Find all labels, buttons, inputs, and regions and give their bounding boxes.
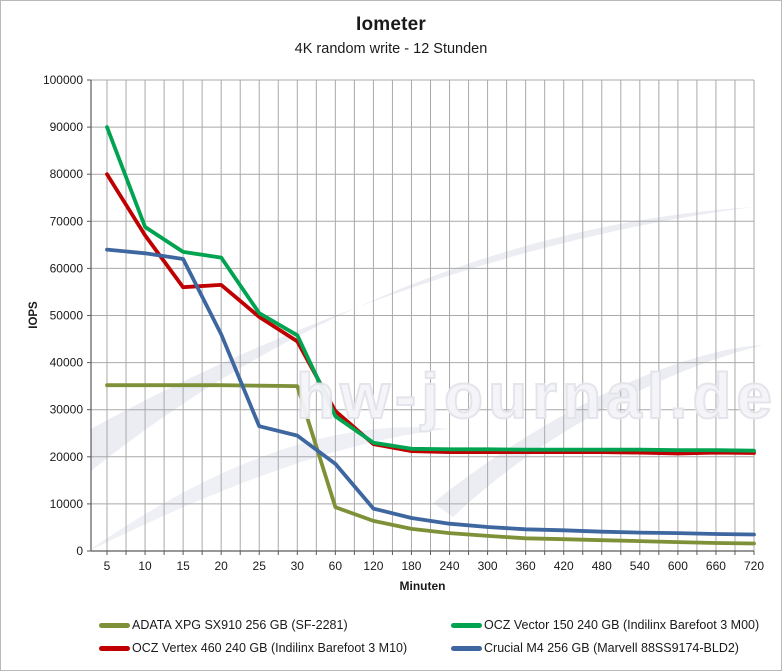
y-tick-label: 70000 xyxy=(50,214,84,228)
legend-item-3: Crucial M4 256 GB (Marvell 88SS9174-BLD2… xyxy=(451,641,759,655)
series-line-3 xyxy=(105,247,756,537)
legend-swatch-icon xyxy=(451,645,482,651)
x-tick-label: 10 xyxy=(138,559,152,573)
x-tick-label: 420 xyxy=(554,559,574,573)
legend: ADATA XPG SX910 256 GB (SF-2281) OCZ Vect… xyxy=(99,618,759,655)
x-tick-label: 180 xyxy=(401,559,421,573)
y-tick-label: 0 xyxy=(76,544,83,558)
x-tick-label: 360 xyxy=(516,559,536,573)
x-tick-label: 120 xyxy=(363,559,383,573)
y-tick-label: 80000 xyxy=(50,167,84,181)
legend-label: ADATA XPG SX910 256 GB (SF-2281) xyxy=(132,618,348,632)
x-tick-label: 60 xyxy=(329,559,343,573)
legend-item-2: OCZ Vertex 460 240 GB (Indilinx Barefoot… xyxy=(99,641,451,655)
y-tick-label: 50000 xyxy=(50,309,84,323)
legend-label: OCZ Vertex 460 240 GB (Indilinx Barefoot… xyxy=(132,641,408,655)
y-tick-label: 90000 xyxy=(50,120,84,134)
chart-title: Iometer xyxy=(355,14,427,35)
x-tick-label: 240 xyxy=(440,559,460,573)
x-tick-label: 15 xyxy=(176,559,190,573)
y-axis-title: IOPS xyxy=(28,301,40,329)
x-tick-label: 480 xyxy=(592,559,612,573)
legend-swatch-icon xyxy=(451,622,482,628)
legend-swatch-icon xyxy=(99,645,130,651)
legend-item-1: OCZ Vector 150 240 GB (Indilinx Barefoot… xyxy=(451,618,759,632)
x-tick-label: 660 xyxy=(706,559,726,573)
x-tick-label: 720 xyxy=(744,559,764,573)
x-tick-label: 540 xyxy=(630,559,650,573)
legend-swatch-icon xyxy=(99,622,130,628)
x-tick-label: 5 xyxy=(104,559,111,573)
y-tick-label: 10000 xyxy=(50,497,84,511)
x-tick-label: 30 xyxy=(291,559,305,573)
y-tick-label: 20000 xyxy=(50,450,84,464)
y-tick-label: 100000 xyxy=(43,73,83,87)
y-tick-label: 30000 xyxy=(50,403,84,417)
x-tick-label: 300 xyxy=(478,559,498,573)
y-tick-label: 40000 xyxy=(50,356,84,370)
y-tick-label: 60000 xyxy=(50,261,84,275)
series-line-1 xyxy=(105,125,756,453)
legend-item-0: ADATA XPG SX910 256 GB (SF-2281) xyxy=(99,618,451,632)
chart-subtitle: 4K random write - 12 Stunden xyxy=(294,41,488,57)
watermark-swoosh xyxy=(433,345,763,517)
legend-label: OCZ Vector 150 240 GB (Indilinx Barefoot… xyxy=(484,618,760,632)
x-tick-label: 600 xyxy=(668,559,688,573)
x-tick-label: 25 xyxy=(253,559,267,573)
x-tick-label: 20 xyxy=(214,559,228,573)
legend-label: Crucial M4 256 GB (Marvell 88SS9174-BLD2… xyxy=(484,641,739,655)
series-line-0 xyxy=(105,383,756,546)
series-line-2 xyxy=(105,172,756,456)
x-axis-title: Minuten xyxy=(399,579,446,593)
